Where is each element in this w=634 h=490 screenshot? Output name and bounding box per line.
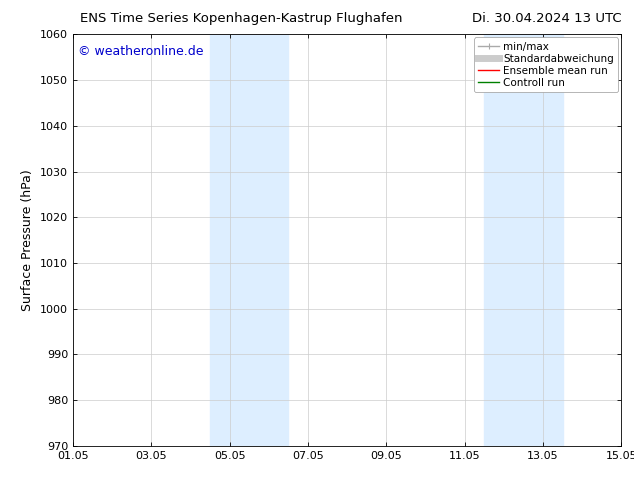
Legend: min/max, Standardabweichung, Ensemble mean run, Controll run: min/max, Standardabweichung, Ensemble me… [474, 37, 618, 92]
Text: ENS Time Series Kopenhagen-Kastrup Flughafen: ENS Time Series Kopenhagen-Kastrup Flugh… [80, 12, 402, 25]
Text: Di. 30.04.2024 13 UTC: Di. 30.04.2024 13 UTC [472, 12, 621, 25]
Bar [484, 34, 562, 446]
Bar [210, 34, 288, 446]
Y-axis label: Surface Pressure (hPa): Surface Pressure (hPa) [22, 169, 34, 311]
Text: © weatheronline.de: © weatheronline.de [79, 45, 204, 58]
